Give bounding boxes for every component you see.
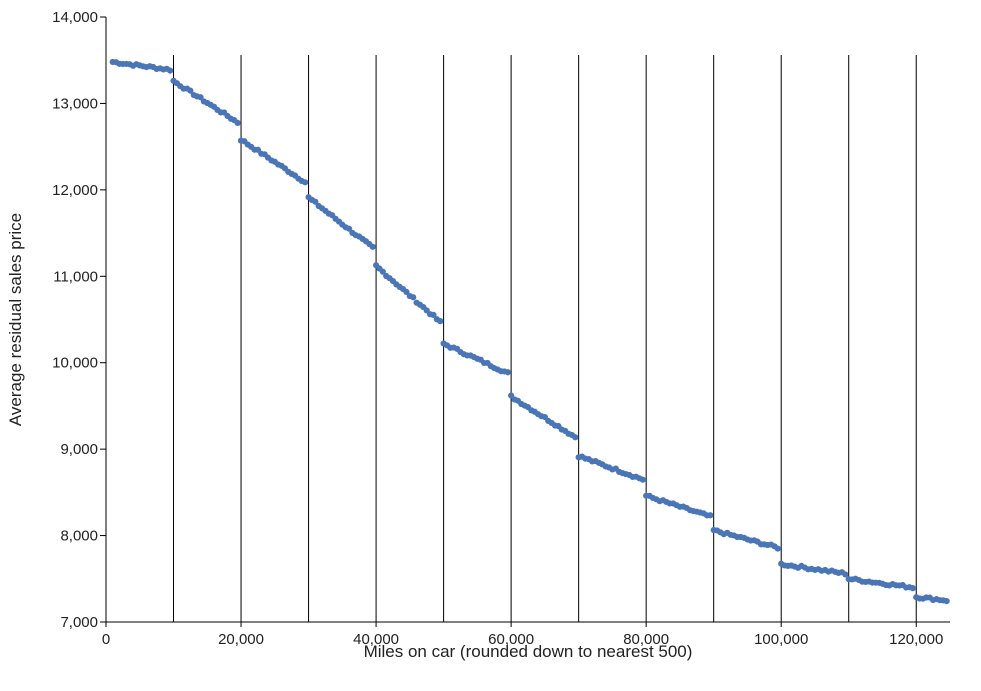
x-axis-ticks: 0 20,000 40,000 60,000 80,000 100,000 120,000 (102, 622, 943, 648)
x-tick-label: 80,000 (623, 631, 669, 648)
data-point (943, 597, 950, 605)
x-tick-label: 60,000 (488, 631, 534, 648)
data-point (707, 512, 714, 519)
y-tick-label: 11,000 (53, 268, 98, 285)
data-points (109, 58, 950, 605)
y-tick-label: 13,000 (52, 95, 98, 112)
data-point (430, 311, 437, 319)
y-axis-label: Average residual sales price (6, 213, 25, 426)
x-tick-label: 100,000 (754, 631, 808, 648)
y-tick-label: 10,000 (52, 355, 98, 372)
data-point (234, 119, 241, 126)
data-point (909, 585, 916, 592)
data-point (639, 476, 646, 483)
data-point (504, 369, 511, 376)
data-point (403, 288, 410, 296)
y-tick-label: 12,000 (52, 182, 98, 199)
x-tick-label: 0 (102, 631, 110, 648)
data-point (842, 571, 849, 578)
data-point (187, 87, 194, 94)
data-point (774, 545, 781, 552)
data-point (302, 179, 309, 186)
y-tick-label: 8,000 (60, 528, 98, 545)
y-tick-label: 7,000 (60, 614, 98, 631)
y-tick-label: 14,000 (52, 9, 98, 26)
x-tick-label: 40,000 (353, 631, 399, 648)
data-point (345, 225, 353, 232)
data-point (410, 294, 417, 301)
x-tick-label: 120,000 (889, 631, 943, 648)
data-point (312, 198, 319, 205)
y-tick-label: 9,000 (60, 441, 98, 458)
data-point (167, 67, 174, 74)
x-axis-label: Miles on car (rounded down to nearest 50… (364, 642, 693, 661)
data-point (197, 94, 204, 101)
vertical-separators (173, 55, 917, 622)
x-tick-label: 20,000 (218, 631, 264, 648)
data-point (379, 268, 386, 275)
data-point (572, 434, 579, 441)
axes (105, 17, 950, 623)
data-point (437, 318, 444, 325)
y-axis-ticks: 7,000 8,000 9,000 10,000 11,000 12,000 13,000 1… (52, 9, 106, 631)
data-point (369, 243, 376, 250)
